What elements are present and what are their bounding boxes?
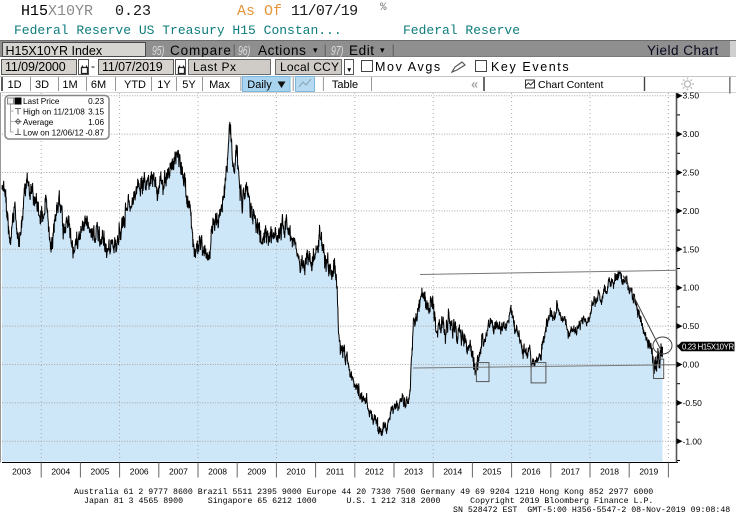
svg-text:2006: 2006	[130, 467, 149, 477]
svg-text:1.00: 1.00	[683, 283, 700, 293]
svg-text:High on 11/21/08: High on 11/21/08	[23, 108, 85, 117]
svg-text:2016: 2016	[522, 467, 541, 477]
svg-text:2018: 2018	[600, 467, 619, 477]
svg-text:-0.87: -0.87	[85, 129, 104, 138]
svg-text:2004: 2004	[51, 467, 70, 477]
svg-text:0.00: 0.00	[683, 360, 700, 370]
svg-text:2003: 2003	[12, 467, 31, 477]
svg-text:3.00: 3.00	[683, 129, 700, 139]
svg-text:3.15: 3.15	[88, 108, 104, 117]
svg-text:0.50: 0.50	[683, 321, 700, 331]
svg-text:2.50: 2.50	[683, 168, 700, 178]
svg-text:1Y: 1Y	[157, 79, 171, 91]
svg-text:2007: 2007	[169, 467, 188, 477]
svg-text:Chart Content: Chart Content	[538, 79, 603, 91]
svg-text:3D: 3D	[35, 79, 49, 91]
svg-text:Table: Table	[332, 79, 358, 91]
svg-text:2015: 2015	[483, 467, 502, 477]
svg-text:Daily: Daily	[247, 79, 272, 91]
svg-text:0.23 H15X10YR: 0.23 H15X10YR	[682, 343, 735, 352]
svg-text:2009: 2009	[247, 467, 266, 477]
svg-text:1.50: 1.50	[683, 244, 700, 254]
svg-text:3.50: 3.50	[683, 92, 700, 101]
svg-text:2011: 2011	[326, 467, 345, 477]
svg-text:-0.50: -0.50	[683, 398, 703, 408]
svg-text:2005: 2005	[91, 467, 110, 477]
svg-text:-1.00: -1.00	[683, 436, 703, 446]
svg-text:YTD: YTD	[124, 79, 146, 91]
svg-text:Average: Average	[23, 118, 54, 127]
svg-text:0.23: 0.23	[88, 97, 104, 106]
svg-text:2.00: 2.00	[683, 206, 700, 216]
svg-text:1D: 1D	[7, 79, 21, 91]
svg-text:6M: 6M	[91, 79, 106, 91]
svg-text:2019: 2019	[639, 467, 658, 477]
svg-text:«: «	[471, 77, 478, 92]
svg-text:2014: 2014	[443, 467, 462, 477]
svg-text:Max: Max	[209, 79, 230, 91]
svg-text:Last Price: Last Price	[23, 97, 60, 106]
svg-text:1.06: 1.06	[88, 118, 104, 127]
svg-text:2012: 2012	[365, 467, 384, 477]
svg-text:5Y: 5Y	[182, 79, 196, 91]
svg-text:2013: 2013	[404, 467, 423, 477]
svg-text:2008: 2008	[208, 467, 227, 477]
svg-text:1M: 1M	[62, 79, 77, 91]
svg-text:2017: 2017	[561, 467, 580, 477]
svg-text:Low on 12/06/12: Low on 12/06/12	[23, 129, 84, 138]
svg-text:2010: 2010	[287, 467, 306, 477]
